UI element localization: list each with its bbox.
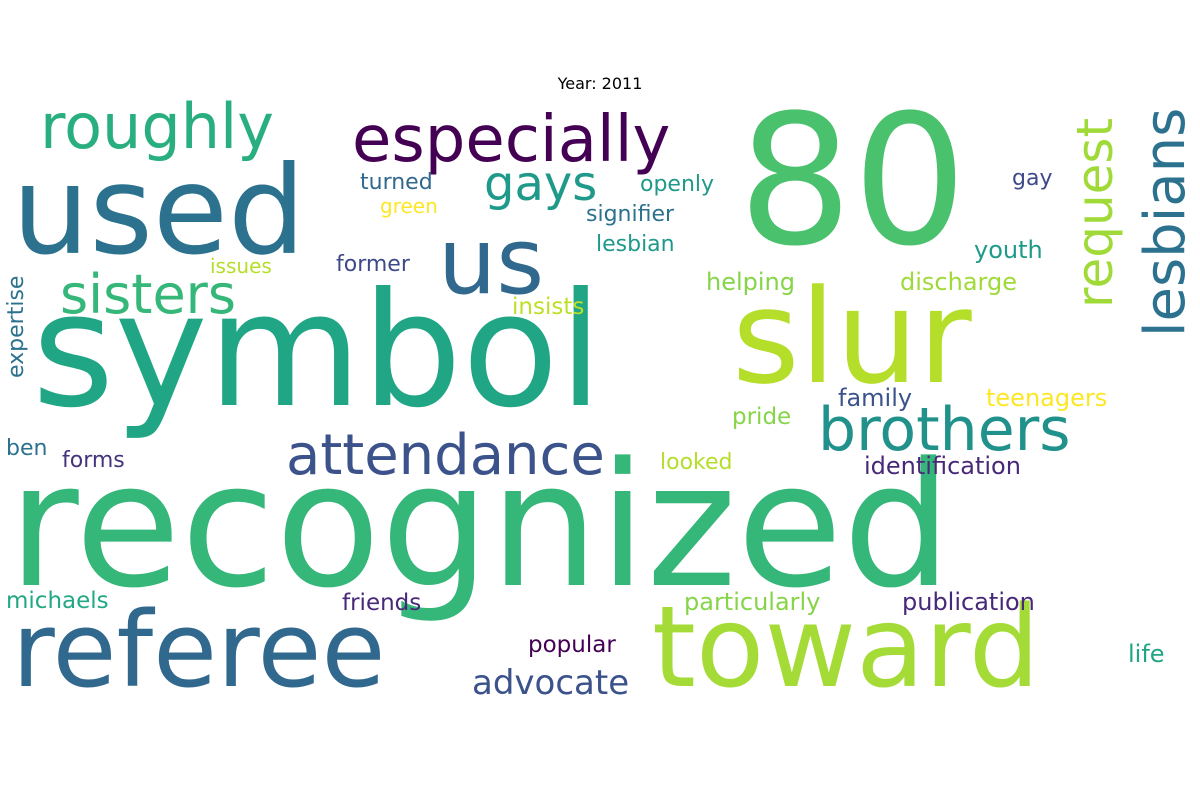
cloud-word: ben: [6, 436, 48, 461]
cloud-word: discharge: [900, 268, 1017, 296]
cloud-word: signifier: [586, 202, 675, 227]
cloud-word: identification: [864, 452, 1021, 480]
cloud-word: especially: [352, 103, 671, 177]
cloud-word: lesbian: [596, 232, 675, 257]
cloud-word: helping: [706, 268, 795, 296]
cloud-word: youth: [974, 236, 1043, 264]
cloud-word: gays: [484, 156, 598, 212]
cloud-word: insists: [512, 294, 585, 320]
cloud-word: recognized: [8, 425, 952, 626]
cloud-word: toward: [652, 583, 1040, 713]
cloud-word: publication: [902, 588, 1035, 616]
cloud-word: expertise: [4, 275, 29, 378]
cloud-word: pride: [732, 404, 792, 430]
cloud-word: family: [838, 384, 913, 412]
cloud-word: lesbians: [1133, 107, 1198, 337]
cloud-word: referee: [12, 589, 386, 711]
cloud-word: 80: [738, 77, 968, 286]
cloud-word: forms: [62, 448, 125, 473]
cloud-word: life: [1128, 640, 1165, 668]
cloud-word: request: [1066, 117, 1124, 308]
cloud-word: turned: [360, 170, 433, 195]
cloud-word: looked: [660, 450, 733, 475]
cloud-word: teenagers: [986, 384, 1108, 412]
cloud-word: michaels: [6, 588, 109, 614]
cloud-word: roughly: [40, 90, 274, 163]
cloud-word: sisters: [60, 263, 237, 326]
cloud-word: popular: [528, 632, 616, 658]
cloud-word: attendance: [286, 423, 605, 488]
cloud-word: slur: [732, 261, 972, 413]
cloud-word: advocate: [472, 663, 630, 703]
cloud-word: gay: [1012, 166, 1053, 191]
cloud-word: issues: [210, 254, 272, 278]
cloud-word: symbol: [32, 259, 603, 443]
cloud-word: us: [438, 208, 545, 315]
cloud-word: particularly: [684, 588, 821, 616]
cloud-word: used: [12, 140, 306, 282]
cloud-word: former: [336, 252, 410, 277]
cloud-title: Year: 2011: [557, 74, 643, 93]
cloud-word: brothers: [818, 395, 1071, 465]
cloud-word: green: [380, 194, 438, 218]
cloud-word: friends: [342, 590, 422, 616]
cloud-word: openly: [640, 172, 715, 197]
